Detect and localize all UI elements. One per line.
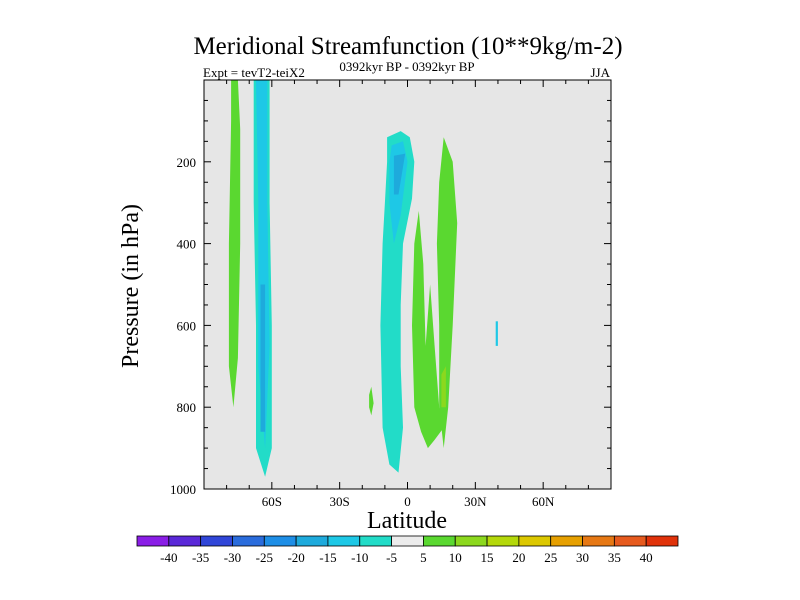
colorbar-label: -35 xyxy=(192,550,209,565)
colorbar-label: 10 xyxy=(449,550,462,565)
colorbar-label: 5 xyxy=(420,550,427,565)
colorbar-label: 25 xyxy=(544,550,557,565)
y-tick-label: 1000 xyxy=(170,482,196,497)
colorbar-swatch xyxy=(232,535,265,547)
contour-region-0 xyxy=(228,80,241,408)
y-axis-label: Pressure (in hPa) xyxy=(118,204,144,368)
colorbar-label: -10 xyxy=(351,550,368,565)
colorbar-label: -40 xyxy=(160,550,177,565)
contour-region-9 xyxy=(436,137,458,449)
contour-region-6 xyxy=(393,153,406,195)
colorbar: -40 -35 -30 -25 -20 -15 -10 -5 5 10 15 20 25 30 35 40 xyxy=(136,535,679,565)
x-tick-label: 30N xyxy=(464,494,487,509)
colorbar-label: -30 xyxy=(224,550,241,565)
colorbar-label: 35 xyxy=(608,550,621,565)
x-axis-label: Latitude xyxy=(367,508,447,534)
y-tick-label: 600 xyxy=(177,318,197,333)
colorbar-swatch xyxy=(327,535,361,547)
chart-title: Meridional Streamfunction (10**9kg/m-2) xyxy=(193,33,622,60)
colorbar-swatch xyxy=(645,535,679,547)
colorbar-swatch xyxy=(454,535,488,547)
colorbar-label: -15 xyxy=(319,550,336,565)
x-tick-label: 60S xyxy=(262,494,282,509)
experiment-label: Expt = tevT2-teiX2 xyxy=(203,65,305,80)
colorbar-label: 30 xyxy=(576,550,589,565)
colorbar-swatch xyxy=(263,535,297,547)
x-tick-label: 0 xyxy=(404,494,411,509)
colorbar-swatch xyxy=(136,535,170,547)
colorbar-swatch xyxy=(582,535,615,547)
colorbar-label: -25 xyxy=(256,550,273,565)
contour-region-11 xyxy=(495,321,498,346)
y-tick-label: 400 xyxy=(177,237,197,252)
colorbar-label: -5 xyxy=(386,550,397,565)
colorbar-swatch xyxy=(295,535,329,547)
colorbar-label: -20 xyxy=(287,550,304,565)
x-tick-label: 60N xyxy=(532,494,555,509)
period-label: 0392kyr BP - 0392kyr BP xyxy=(339,59,474,74)
colorbar-swatch xyxy=(359,535,392,547)
colorbar-swatch xyxy=(486,535,520,547)
contour-region-2 xyxy=(256,80,270,449)
axes: 60S 30S 0 30N 60N 200 400 600 800 1000 xyxy=(170,79,612,509)
colorbar-swatch xyxy=(391,535,424,547)
contour-region-10 xyxy=(441,366,446,408)
contour-region-3 xyxy=(260,284,266,432)
y-tick-label: 800 xyxy=(177,400,197,415)
colorbar-label: 40 xyxy=(640,550,653,565)
plot-area xyxy=(204,80,611,489)
contour-region-4 xyxy=(380,131,415,473)
season-label: JJA xyxy=(590,65,610,80)
contour-region-8 xyxy=(412,210,444,449)
colorbar-swatch xyxy=(200,535,233,547)
colorbar-label: 20 xyxy=(512,550,525,565)
contour-region-7 xyxy=(369,386,374,416)
colorbar-swatch xyxy=(613,535,647,547)
colorbar-swatch xyxy=(550,535,583,547)
colorbar-label: 15 xyxy=(481,550,494,565)
colorbar-swatch xyxy=(168,535,202,547)
colorbar-swatch xyxy=(518,535,552,547)
x-tick-label: 30S xyxy=(330,494,350,509)
y-tick-label: 200 xyxy=(177,155,197,170)
colorbar-swatch xyxy=(423,535,456,547)
